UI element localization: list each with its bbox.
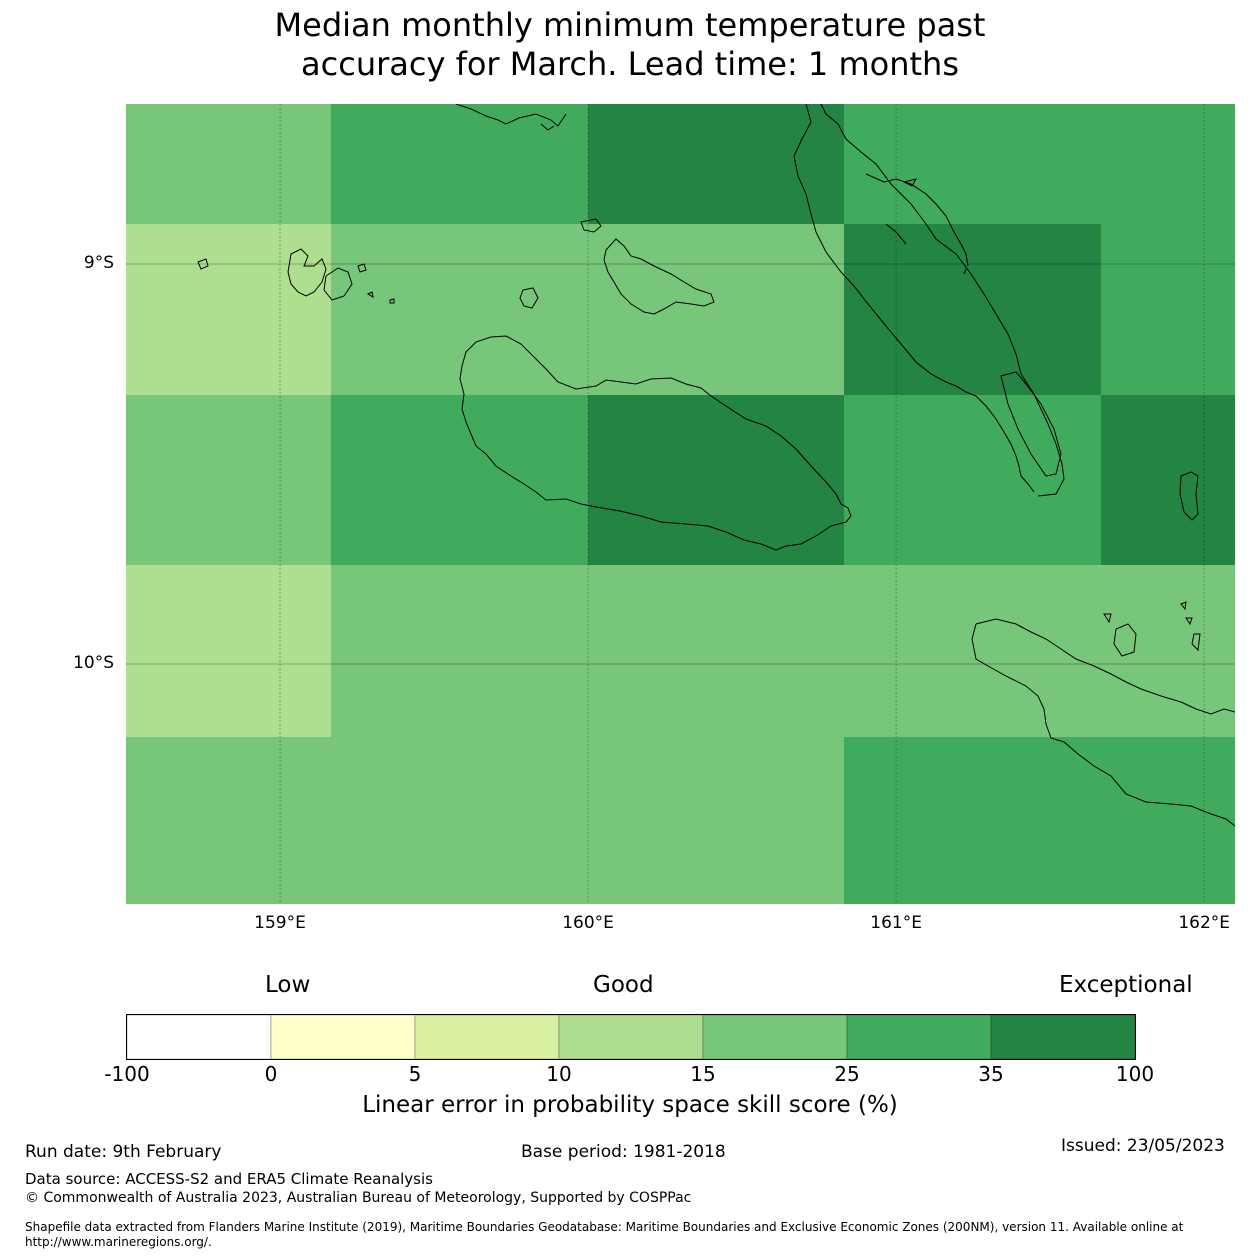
colorbar-tick-label: 100	[1115, 1062, 1155, 1086]
colorbar-swatch	[126, 1014, 272, 1060]
colorbar-border	[126, 1014, 1136, 1060]
coastline-russell-2	[323, 267, 353, 301]
colorbar-swatch	[990, 1014, 1136, 1060]
colorbar-tick-label: 0	[264, 1062, 278, 1086]
longitude-tick-label: 160°E	[562, 913, 614, 933]
skill-cell	[331, 104, 588, 224]
coastline-maramasike	[1000, 371, 1062, 477]
skill-cell	[1101, 565, 1235, 737]
skill-cell	[844, 224, 1101, 395]
title-line-1: Median monthly minimum temperature past	[274, 6, 986, 44]
run-date: Run date: 9th February	[25, 1142, 222, 1162]
colorbar-swatch	[846, 1014, 992, 1060]
copyright: © Commonwealth of Australia 2023, Austra…	[25, 1190, 692, 1206]
coastline-ugi	[1113, 623, 1137, 657]
shapefile-credit: Shapefile data extracted from Flanders M…	[25, 1220, 1184, 1249]
colorbar-swatches	[126, 1014, 1136, 1060]
coastline-malaita	[793, 104, 1035, 493]
issued-date: Issued: 23/05/2023	[1061, 1136, 1225, 1156]
skill-cell	[844, 395, 1101, 565]
base-period: Base period: 1981-2018	[521, 1142, 726, 1162]
skill-cell	[588, 565, 844, 737]
colorbar-tick-label: 25	[834, 1062, 860, 1086]
colorbar-tick-label: -100	[104, 1062, 150, 1086]
coastline-islet-5	[366, 291, 374, 299]
coastline-islet-10	[1185, 617, 1193, 626]
colorbar-swatch	[414, 1014, 560, 1060]
coastline-ulawa	[1179, 471, 1199, 521]
skill-cell	[1101, 395, 1235, 565]
longitude-tick-label: 161°E	[870, 913, 922, 933]
colorbar-tick-label: 15	[690, 1062, 716, 1086]
skill-cell	[1101, 224, 1235, 395]
skill-grid	[126, 104, 1235, 904]
coastline-malaita-east	[820, 104, 1065, 497]
colorbar	[126, 1014, 1136, 1064]
skill-cell	[126, 104, 331, 224]
skill-cell	[126, 224, 331, 395]
colorbar-category-good: Good	[593, 972, 654, 998]
skill-cell	[126, 737, 331, 904]
skill-cell	[588, 104, 844, 224]
coastline-islet-7	[902, 178, 918, 187]
colorbar-swatch	[702, 1014, 848, 1060]
skill-cell	[126, 565, 331, 737]
colorbar-label: Linear error in probability space skill …	[362, 1092, 898, 1118]
data-source: Data source: ACCESS-S2 and ERA5 Climate …	[25, 1170, 433, 1188]
skill-cell	[331, 565, 588, 737]
skill-cell	[588, 395, 844, 565]
coastline-islet-9	[1180, 601, 1187, 611]
map-canvas	[126, 104, 1235, 904]
skill-cell	[844, 737, 1101, 904]
skill-cell	[1101, 104, 1235, 224]
skill-cell	[331, 395, 588, 565]
skill-cell	[588, 224, 844, 395]
colorbar-category-exceptional: Exceptional	[1059, 972, 1193, 998]
coastline-islet-4	[357, 263, 367, 273]
skill-cell	[1101, 737, 1235, 904]
coastline-islet-2	[519, 287, 539, 309]
colorbar-tick-label: 5	[408, 1062, 422, 1086]
coastline-russell	[287, 248, 327, 297]
latitude-tick-label: 9°S	[83, 253, 114, 273]
skill-cell	[126, 395, 331, 565]
coastline-makira	[971, 618, 1235, 827]
skill-cell	[331, 737, 588, 904]
coastline-islet-6	[389, 298, 395, 304]
latitude-tick-label: 10°S	[73, 653, 114, 673]
longitude-tick-label: 159°E	[254, 913, 306, 933]
coastline-islet-11	[1191, 633, 1201, 652]
coastline-guadalcanal	[459, 335, 852, 551]
coastline-islet-1	[580, 218, 602, 233]
skill-cell	[844, 565, 1101, 737]
skill-cell	[588, 737, 844, 904]
skill-cell	[844, 104, 1101, 224]
skill-map	[126, 104, 1235, 904]
coastlines	[197, 104, 1235, 827]
coastline-isabel-top	[455, 104, 567, 131]
colorbar-category-low: Low	[265, 972, 311, 998]
title-line-2: accuracy for March. Lead time: 1 months	[301, 45, 959, 83]
coastline-islet-8	[1103, 613, 1112, 624]
coastline-nggela	[603, 238, 715, 315]
coastline-islet-3	[197, 258, 209, 270]
skill-cell	[331, 224, 588, 395]
longitude-tick-label: 162°E	[1178, 913, 1231, 933]
colorbar-tick-label: 10	[546, 1062, 572, 1086]
chart-title: Median monthly minimum temperature past …	[0, 6, 1260, 84]
colorbar-swatch	[270, 1014, 416, 1060]
graticule	[126, 104, 1235, 904]
colorbar-tick-label: 35	[978, 1062, 1004, 1086]
colorbar-swatch	[558, 1014, 704, 1060]
